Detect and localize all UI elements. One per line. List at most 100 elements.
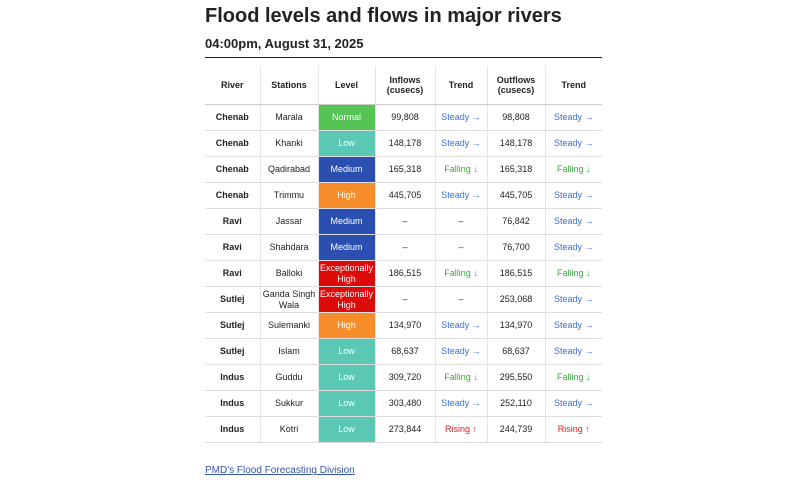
outflow-trend: Steady → (544, 104, 602, 131)
column-header: Trend (434, 66, 487, 105)
level: Low (317, 390, 375, 417)
inflow-trend: Falling ↓ (434, 364, 487, 391)
river: Sutlej (205, 286, 260, 313)
station: Ganda Singh Wala (259, 286, 318, 313)
table-row: Chenab Marala Normal 99,808 Steady → 98,808 St… (205, 104, 602, 131)
river: Chenab (205, 182, 260, 209)
river: Ravi (205, 208, 260, 235)
station: Balloki (259, 260, 318, 287)
station: Khanki (259, 130, 318, 157)
level: Low (317, 364, 375, 391)
river: Ravi (205, 260, 260, 287)
table-row: Indus Kotri Low 273,844 Rising ↑ 244,739 Risin… (205, 416, 602, 443)
outflow-trend: Steady → (544, 182, 602, 209)
level: High (317, 312, 375, 339)
river: Sutlej (205, 312, 260, 339)
column-header: Stations (259, 66, 318, 105)
outflows: 76,700 (486, 234, 545, 261)
table-row: Ravi Jassar Medium – –76,842 Steady → (205, 208, 602, 235)
inflows: 273,844 (374, 416, 435, 443)
inflows: – (374, 234, 435, 261)
outflow-trend: Rising ↑ (544, 416, 602, 443)
outflow-trend: Steady → (544, 234, 602, 261)
level: Low (317, 416, 375, 443)
inflow-trend: Steady → (434, 338, 487, 365)
river: Sutlej (205, 338, 260, 365)
inflow-trend: Steady → (434, 312, 487, 339)
river: Ravi (205, 234, 260, 261)
inflows: 186,515 (374, 260, 435, 287)
outflows: 253,068 (486, 286, 545, 313)
river: Chenab (205, 156, 260, 183)
outflows: 252,110 (486, 390, 545, 417)
table-row: Sutlej Islam Low 68,637 Steady → 68,637 Steady… (205, 338, 602, 365)
level: Exceptionally High (317, 286, 375, 313)
table-row: Chenab Khanki Low 148,178 Steady → 148,178 Ste… (205, 130, 602, 157)
outflows: 165,318 (486, 156, 545, 183)
inflow-trend: – (434, 234, 487, 261)
inflows: 68,637 (374, 338, 435, 365)
station: Marala (259, 104, 318, 131)
outflow-trend: Steady → (544, 286, 602, 313)
level: Low (317, 130, 375, 157)
inflow-trend: Steady → (434, 182, 487, 209)
river: Chenab (205, 130, 260, 157)
station: Qadirabad (259, 156, 318, 183)
outflows: 76,842 (486, 208, 545, 235)
level: Exceptionally High (317, 260, 375, 287)
river: Indus (205, 416, 260, 443)
station: Sukkur (259, 390, 318, 417)
station: Islam (259, 338, 318, 365)
content: Flood levels and flows in major rivers 0… (205, 0, 602, 443)
outflows: 244,739 (486, 416, 545, 443)
outflow-trend: Steady → (544, 390, 602, 417)
inflow-trend: – (434, 208, 487, 235)
table-body: Chenab Marala Normal 99,808 Steady → 98,808 St… (205, 104, 602, 443)
subtitle: 04:00pm, August 31, 2025 (205, 36, 602, 58)
table-row: Chenab Qadirabad Medium 165,318 Falling ↓ 165… (205, 156, 602, 183)
river: Chenab (205, 104, 260, 131)
river: Indus (205, 364, 260, 391)
inflows: 148,178 (374, 130, 435, 157)
station: Jassar (259, 208, 318, 235)
outflows: 134,970 (486, 312, 545, 339)
outflows: 68,637 (486, 338, 545, 365)
flood-table: River Stations Level Inflows (cusecs) Trend O… (205, 66, 602, 443)
inflow-trend: – (434, 286, 487, 313)
outflow-trend: Falling ↓ (544, 260, 602, 287)
outflows: 186,515 (486, 260, 545, 287)
table-row: Ravi Shahdara Medium – –76,700 Steady → (205, 234, 602, 261)
source-link[interactable]: PMD's Flood Forecasting Division (205, 465, 355, 476)
column-header: Inflows (cusecs) (374, 66, 435, 105)
header-row: River Stations Level Inflows (cusecs) Trend O… (205, 66, 602, 105)
table-row: Chenab Trimmu High 445,705 Steady → 445,705 St… (205, 182, 602, 209)
level: Medium (317, 208, 375, 235)
level: Medium (317, 234, 375, 261)
table-row: Sutlej Sulemanki High 134,970 Steady → 134,97… (205, 312, 602, 339)
outflow-trend: Steady → (544, 312, 602, 339)
outflow-trend: Falling ↓ (544, 156, 602, 183)
station: Guddu (259, 364, 318, 391)
level: High (317, 182, 375, 209)
inflow-trend: Steady → (434, 390, 487, 417)
inflows: 303,480 (374, 390, 435, 417)
table-row: Indus Sukkur Low 303,480 Steady → 252,110 Stea… (205, 390, 602, 417)
inflow-trend: Falling ↓ (434, 260, 487, 287)
level: Normal (317, 104, 375, 131)
outflows: 445,705 (486, 182, 545, 209)
inflows: 134,970 (374, 312, 435, 339)
inflows: 309,720 (374, 364, 435, 391)
outflow-trend: Steady → (544, 338, 602, 365)
station: Sulemanki (259, 312, 318, 339)
inflow-trend: Steady → (434, 130, 487, 157)
column-header: Trend (544, 66, 602, 105)
outflows: 98,808 (486, 104, 545, 131)
outflow-trend: Falling ↓ (544, 364, 602, 391)
title: Flood levels and flows in major rivers (205, 5, 562, 27)
table-row: Ravi Balloki Exceptionally High 186,515 Fall… (205, 260, 602, 287)
column-header: Outflows (cusecs) (486, 66, 545, 105)
inflow-trend: Rising ↑ (434, 416, 487, 443)
outflows: 148,178 (486, 130, 545, 157)
table-row: Sutlej Ganda Singh Wala Exceptionally High… (205, 286, 602, 313)
